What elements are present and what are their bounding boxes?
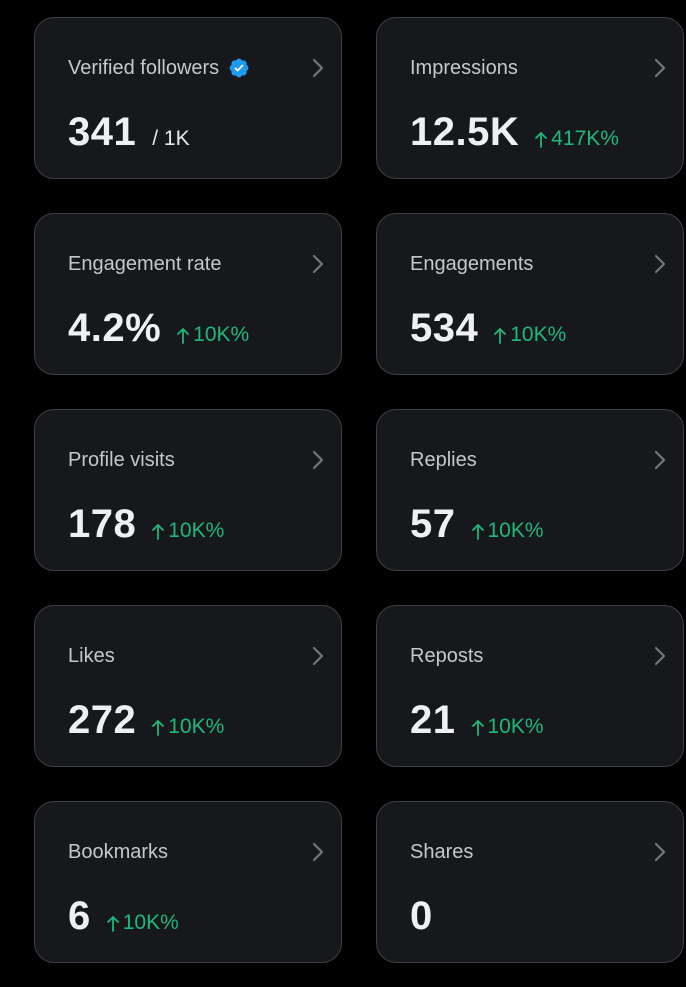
card-header: Engagements xyxy=(410,252,533,276)
card-header: Verified followers xyxy=(68,56,250,80)
card-value-row: 21 10K% xyxy=(410,698,544,743)
card-value-row: 57 10K% xyxy=(410,502,544,547)
metric-value: 12.5K xyxy=(410,110,520,154)
chevron-right-icon xyxy=(654,842,666,862)
chevron-right-icon xyxy=(654,646,666,666)
card-label: Shares xyxy=(410,840,474,863)
metric-change-value: 417K% xyxy=(551,127,619,150)
card-value-row: 341 / 1K xyxy=(68,110,190,155)
metric-change-value: 10K% xyxy=(510,323,567,346)
metric-change: 10K% xyxy=(106,911,179,935)
metric-change-value: 10K% xyxy=(168,715,225,738)
metric-change: 10K% xyxy=(471,715,544,739)
chevron-right-icon xyxy=(312,58,324,78)
metric-value: 21 xyxy=(410,698,456,742)
metric-value: 272 xyxy=(68,698,137,742)
metric-change-value: 10K% xyxy=(193,323,250,346)
card-header: Profile visits xyxy=(68,448,175,472)
card-label: Likes xyxy=(68,644,115,667)
metric-value: 6 xyxy=(68,894,91,938)
metric-goal: / 1K xyxy=(152,127,190,150)
card-reposts[interactable]: Reposts 21 10K% xyxy=(376,605,684,767)
chevron-right-icon xyxy=(312,646,324,666)
arrow-up-icon xyxy=(106,915,119,932)
arrow-up-icon xyxy=(471,523,484,540)
verified-badge-icon xyxy=(229,58,249,78)
card-value-row: 4.2% 10K% xyxy=(68,306,249,351)
metric-value: 178 xyxy=(68,502,137,546)
card-likes[interactable]: Likes 272 10K% xyxy=(34,605,342,767)
chevron-right-icon xyxy=(312,254,324,274)
card-header: Engagement rate xyxy=(68,252,221,276)
arrow-up-icon xyxy=(471,719,484,736)
card-header: Reposts xyxy=(410,644,483,668)
card-verified-followers[interactable]: Verified followers 341 / 1K xyxy=(34,17,342,179)
chevron-right-icon xyxy=(654,58,666,78)
card-value-row: 12.5K 417K% xyxy=(410,110,619,155)
metric-change: 10K% xyxy=(494,323,566,347)
card-label: Engagements xyxy=(410,252,534,275)
card-bookmarks[interactable]: Bookmarks 6 10K% xyxy=(34,801,342,963)
metric-change-value: 10K% xyxy=(487,519,544,542)
chevron-right-icon xyxy=(654,254,666,274)
card-label: Replies xyxy=(410,448,477,471)
card-engagements[interactable]: Engagements 534 10K% xyxy=(376,213,684,375)
card-label: Reposts xyxy=(410,644,484,667)
card-shares[interactable]: Shares 0 xyxy=(376,801,684,963)
card-header: Replies xyxy=(410,448,477,472)
card-header: Impressions xyxy=(410,56,518,80)
metric-value: 4.2% xyxy=(68,306,162,350)
metric-value: 57 xyxy=(410,502,456,546)
arrow-up-icon xyxy=(152,719,165,736)
metric-change: 10K% xyxy=(152,519,224,543)
arrow-up-icon xyxy=(535,131,548,148)
arrow-up-icon xyxy=(177,327,190,344)
card-replies[interactable]: Replies 57 10K% xyxy=(376,409,684,571)
arrow-up-icon xyxy=(494,327,507,344)
card-engagement-rate[interactable]: Engagement rate 4.2% 10K% xyxy=(34,213,342,375)
metric-change: 10K% xyxy=(152,715,224,739)
metric-change: 417K% xyxy=(535,127,619,151)
metric-change-value: 10K% xyxy=(168,519,225,542)
card-header: Shares xyxy=(410,840,473,864)
chevron-right-icon xyxy=(312,842,324,862)
card-label: Verified followers xyxy=(68,56,220,79)
card-label: Bookmarks xyxy=(68,840,169,863)
card-value-row: 272 10K% xyxy=(68,698,224,743)
card-header: Bookmarks xyxy=(68,840,168,864)
chevron-right-icon xyxy=(654,450,666,470)
card-label: Engagement rate xyxy=(68,252,222,275)
arrow-up-icon xyxy=(152,523,165,540)
metric-change-value: 10K% xyxy=(122,911,179,934)
card-value-row: 178 10K% xyxy=(68,502,224,547)
card-value-row: 534 10K% xyxy=(410,306,566,351)
card-value-row: 0 xyxy=(410,894,433,939)
metric-value: 534 xyxy=(410,306,479,350)
card-label: Profile visits xyxy=(68,448,175,471)
card-value-row: 6 10K% xyxy=(68,894,179,939)
metric-change: 10K% xyxy=(471,519,544,543)
card-header: Likes xyxy=(68,644,115,668)
metric-change: 10K% xyxy=(177,323,249,347)
card-profile-visits[interactable]: Profile visits 178 10K% xyxy=(34,409,342,571)
metric-value: 341 xyxy=(68,110,137,154)
metric-change-value: 10K% xyxy=(487,715,544,738)
card-impressions[interactable]: Impressions 12.5K 417K% xyxy=(376,17,684,179)
metric-value: 0 xyxy=(410,894,433,938)
chevron-right-icon xyxy=(312,450,324,470)
card-label: Impressions xyxy=(410,56,518,79)
